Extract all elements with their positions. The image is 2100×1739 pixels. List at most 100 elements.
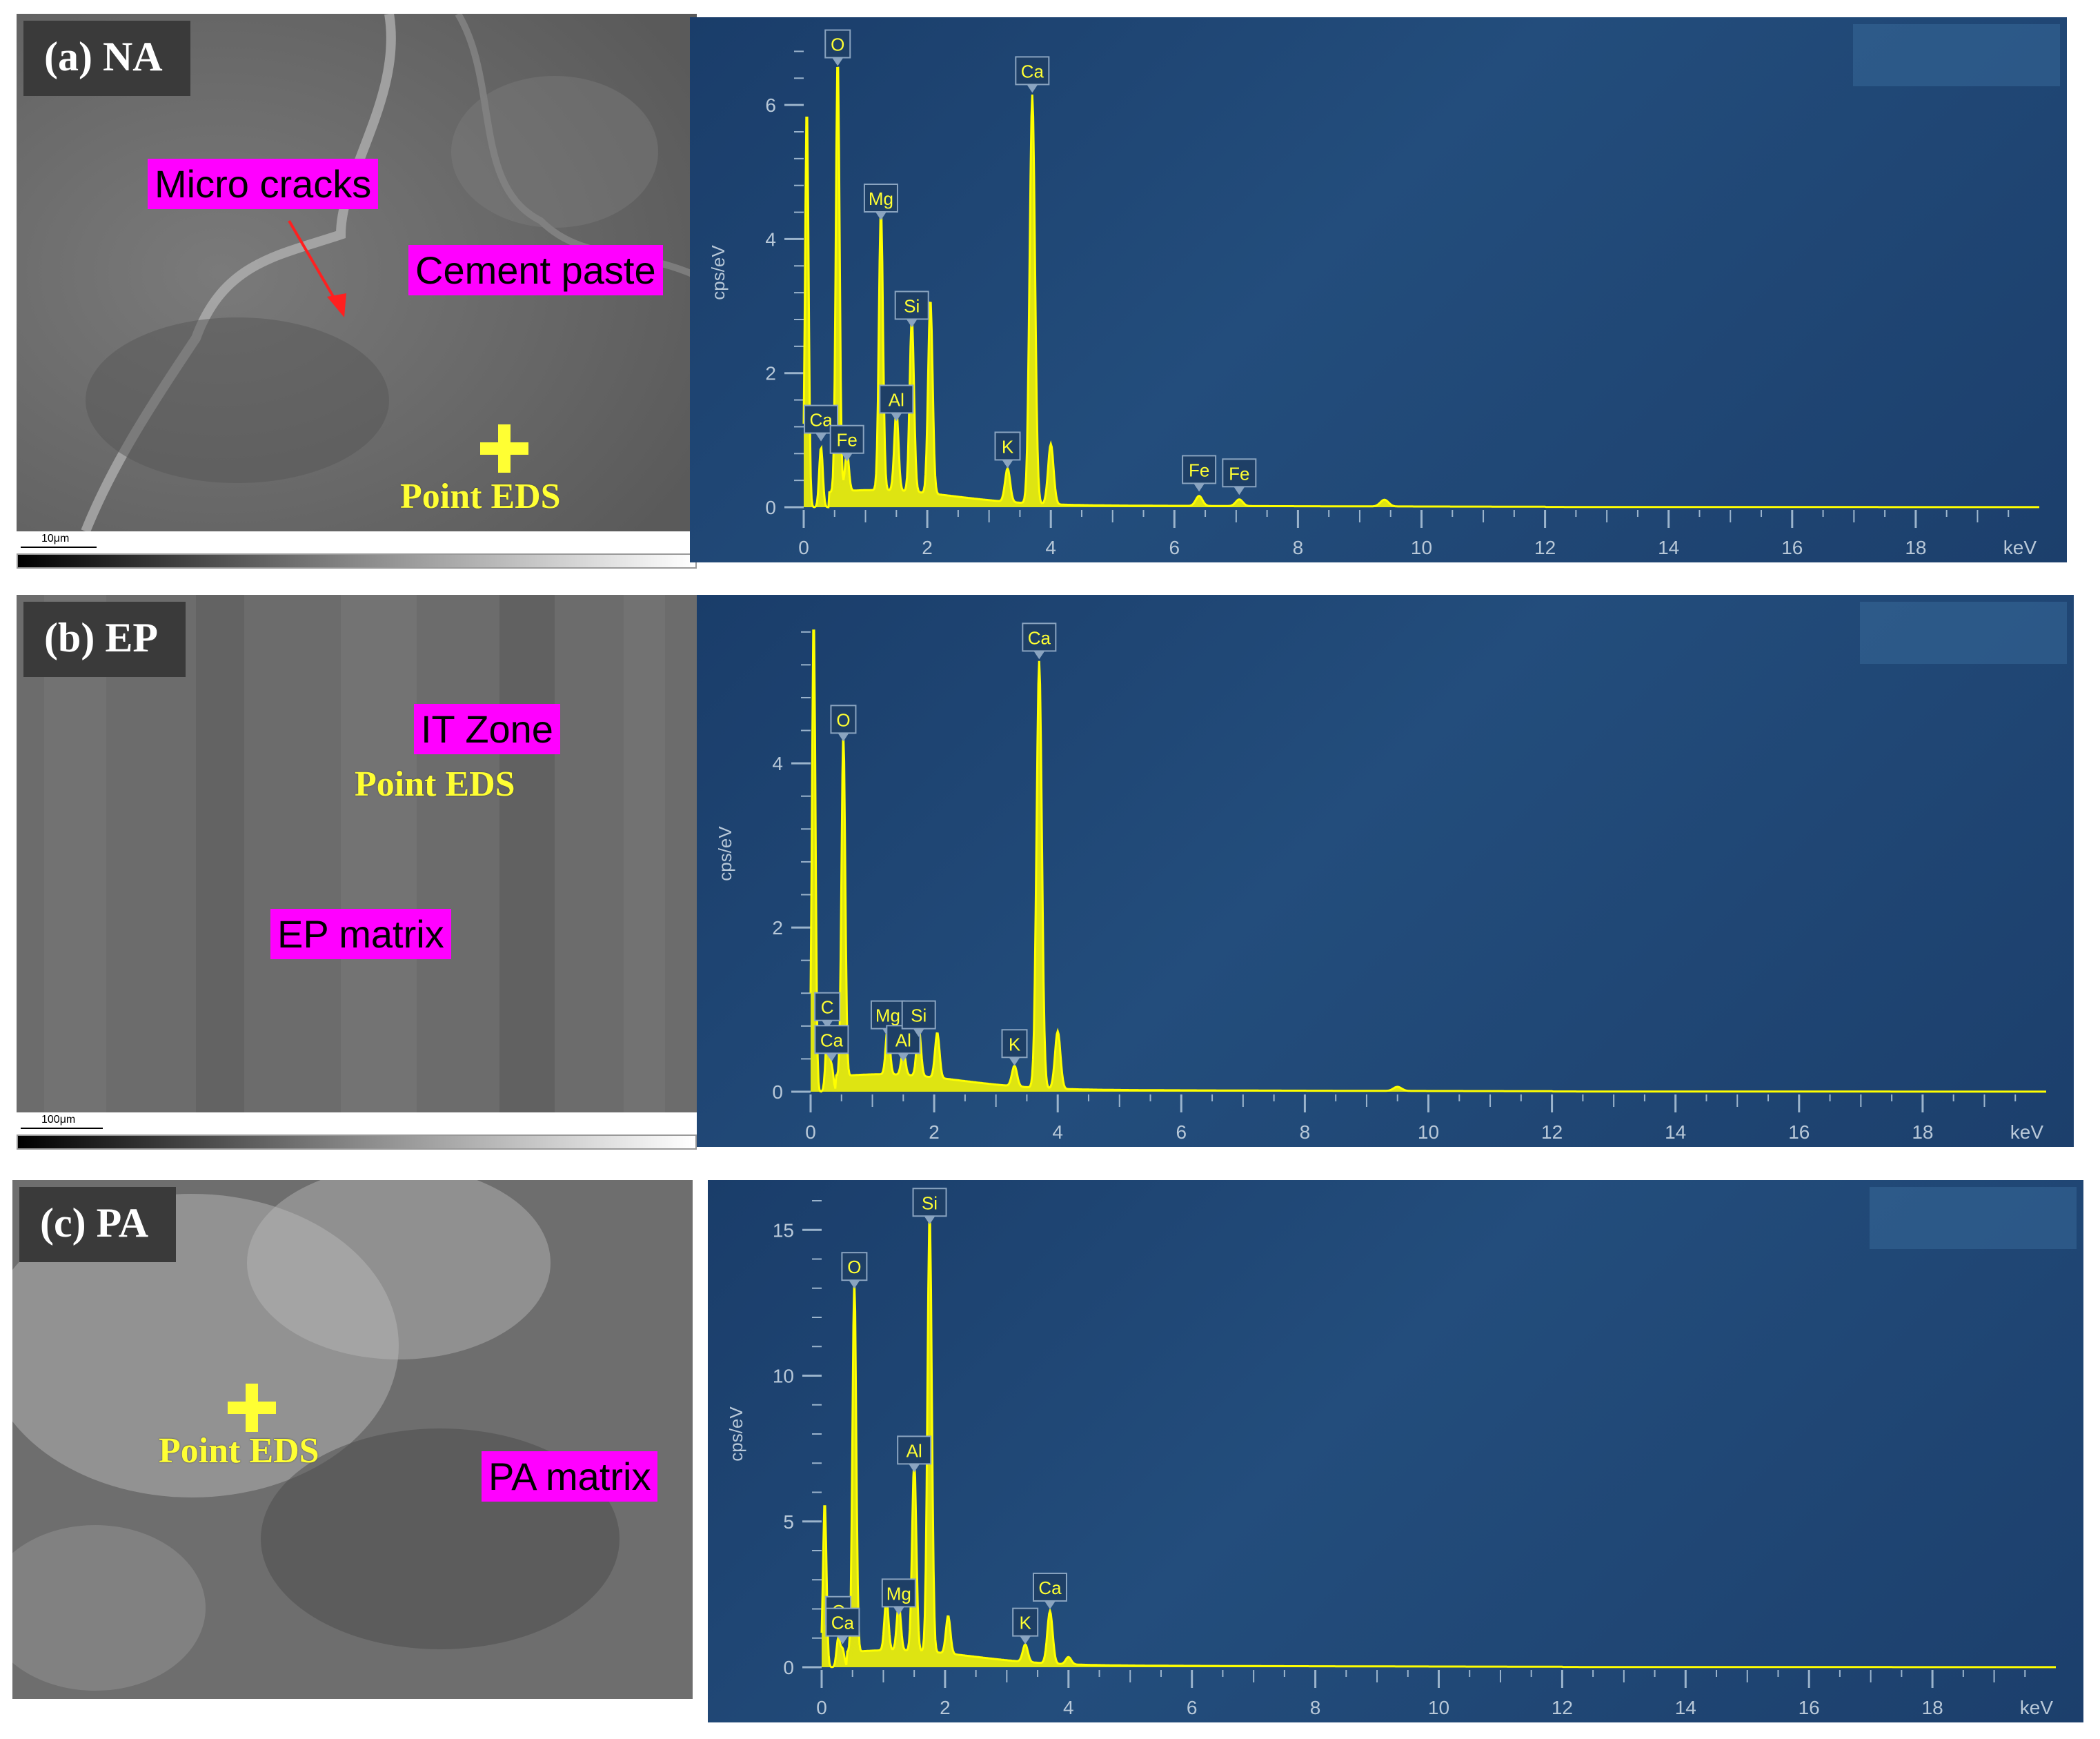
spectrum-corner-box-b: [1860, 602, 2067, 664]
peak-label-text: C: [821, 997, 834, 1018]
peak-label-fe: Fe: [829, 424, 864, 462]
x-tick-label: 12: [1552, 1697, 1573, 1718]
spectrum-panel-b: 0 2 4 cps/eV 0 2 4 6 8 10 12 14 16 18 keV C Ca O Mg Al Si K Ca: [697, 595, 2074, 1147]
scalebar-a: 10μm: [17, 533, 697, 574]
x-tick-label: 8: [1310, 1697, 1321, 1718]
row-a: (a) NA Micro cracks Cement paste Point E…: [0, 14, 2100, 574]
peak-label-box: [994, 431, 1021, 461]
spectrum-panel-c: 051015cps/eV024681012141618keVCCaOMgAlSi…: [708, 1180, 2083, 1722]
peak-label-box: [1012, 1607, 1039, 1637]
annotation-point-eds-a: Point EDS: [400, 477, 561, 516]
x-tick-label: 6: [1187, 1697, 1198, 1718]
peak-label-box: [814, 1025, 849, 1054]
peak-label-pointer: [891, 413, 902, 422]
annotation-micro-cracks: Micro cracks: [148, 159, 379, 209]
annotation-cement-paste: Cement paste: [408, 245, 663, 295]
x-tick-label: 0: [816, 1697, 827, 1718]
peak-label-box: [879, 384, 914, 414]
peak-label-text: Al: [889, 389, 904, 410]
x-tick-label: 10: [1428, 1697, 1449, 1718]
peak-label-al: Al: [897, 1435, 932, 1473]
y-tick-label: 5: [783, 1511, 794, 1533]
y-tick-label: 6: [765, 95, 776, 116]
peak-label-text: Fe: [1189, 460, 1209, 480]
peak-label-si: Si: [912, 1188, 947, 1225]
crack-arrow: [288, 219, 346, 317]
peak-label-text: O: [847, 1257, 861, 1277]
peak-label-pointer: [841, 453, 853, 462]
x-tick-label: 18: [1905, 537, 1926, 558]
peak-label-pointer: [1044, 1600, 1056, 1609]
peak-label-pointer: [1020, 1635, 1031, 1644]
peak-label-fe: Fe: [1222, 458, 1257, 495]
peak-label-o: O: [824, 29, 851, 66]
peak-label-box: [1182, 455, 1217, 484]
peak-label-pointer: [893, 1607, 904, 1615]
peak-label-box: [881, 1578, 916, 1608]
peak-label-o: O: [841, 1252, 868, 1289]
peak-label-box: [901, 1000, 936, 1030]
peak-label-text: Si: [904, 295, 920, 316]
y-axis-label: cps/eV: [715, 826, 735, 881]
y-tick-label: 4: [772, 753, 783, 774]
y-axis-label: cps/eV: [708, 245, 729, 300]
y-tick-label: 0: [772, 1081, 783, 1103]
spectrum-line: [820, 1222, 2056, 1669]
x-tick-label: 16: [1799, 1697, 1820, 1718]
x-axis-label: keV: [2010, 1121, 2044, 1143]
x-tick-label: 10: [1418, 1121, 1439, 1143]
peak-label-o: O: [830, 705, 857, 742]
x-tick-label: 0: [805, 1121, 816, 1143]
peak-label-al: Al: [879, 384, 914, 422]
peak-label-text: Ca: [820, 1030, 844, 1050]
spectrum-area: [804, 68, 2039, 508]
peak-label-text: Si: [922, 1192, 938, 1213]
x-tick-label: 10: [1411, 537, 1432, 558]
peak-label-text: Mg: [886, 1583, 911, 1604]
y-tick-label: 15: [773, 1219, 794, 1241]
row-b: (b) EP IT Zone Point EDS EP matrix 100μm…: [0, 595, 2100, 1155]
peak-label-box: [1001, 1029, 1028, 1059]
peak-label-ca: Ca: [1015, 56, 1050, 93]
y-tick-label: 0: [783, 1657, 794, 1678]
x-tick-label: 2: [929, 1121, 940, 1143]
x-tick-label: 14: [1665, 1121, 1686, 1143]
peak-label-box: [897, 1435, 932, 1465]
peak-label-text: O: [831, 35, 844, 55]
scalebar-label-b: 100μm: [21, 1114, 103, 1129]
peak-label-mg: Mg: [881, 1578, 916, 1615]
x-tick-label: 4: [1063, 1697, 1074, 1718]
spectrum-corner-box-a: [1853, 24, 2060, 86]
peak-label-box: [825, 1607, 860, 1637]
peak-label-text: K: [1020, 1613, 1032, 1633]
peak-label-pointer: [898, 1053, 909, 1062]
peak-label-pointer: [838, 733, 849, 742]
sem-image-a: (a) NA Micro cracks Cement paste Point E…: [17, 14, 697, 531]
x-tick-label: 4: [1052, 1121, 1063, 1143]
peak-label-pointer: [822, 1020, 833, 1029]
x-tick-label: 6: [1169, 537, 1180, 558]
eds-point-marker-c: [228, 1384, 276, 1432]
annotation-ep-matrix: EP matrix: [270, 909, 451, 959]
peak-label-text: Al: [895, 1030, 911, 1050]
peak-label-text: K: [1009, 1034, 1021, 1054]
peak-label-c: C: [814, 992, 841, 1029]
x-tick-label: 16: [1781, 537, 1803, 558]
peak-label-text: Ca: [1038, 1578, 1062, 1598]
peak-label-box: [841, 1252, 868, 1281]
x-tick-label: 2: [922, 537, 933, 558]
spectrum-line: [809, 629, 2046, 1093]
peak-label-box: [912, 1188, 947, 1217]
peak-label-ca: Ca: [1022, 622, 1057, 660]
scalebar-b: 100μm: [17, 1114, 697, 1155]
x-tick-label: 4: [1045, 537, 1056, 558]
peak-label-text: Ca: [1021, 61, 1044, 81]
annotation-it-zone: IT Zone: [414, 704, 560, 754]
peak-label-pointer: [826, 1053, 838, 1062]
panel-label-c: (c) PA: [19, 1187, 177, 1262]
x-tick-label: 16: [1788, 1121, 1810, 1143]
spectrum-corner-box-c: [1870, 1187, 2077, 1249]
peak-label-ca: Ca: [825, 1607, 860, 1644]
peak-label-pointer: [1193, 483, 1205, 492]
